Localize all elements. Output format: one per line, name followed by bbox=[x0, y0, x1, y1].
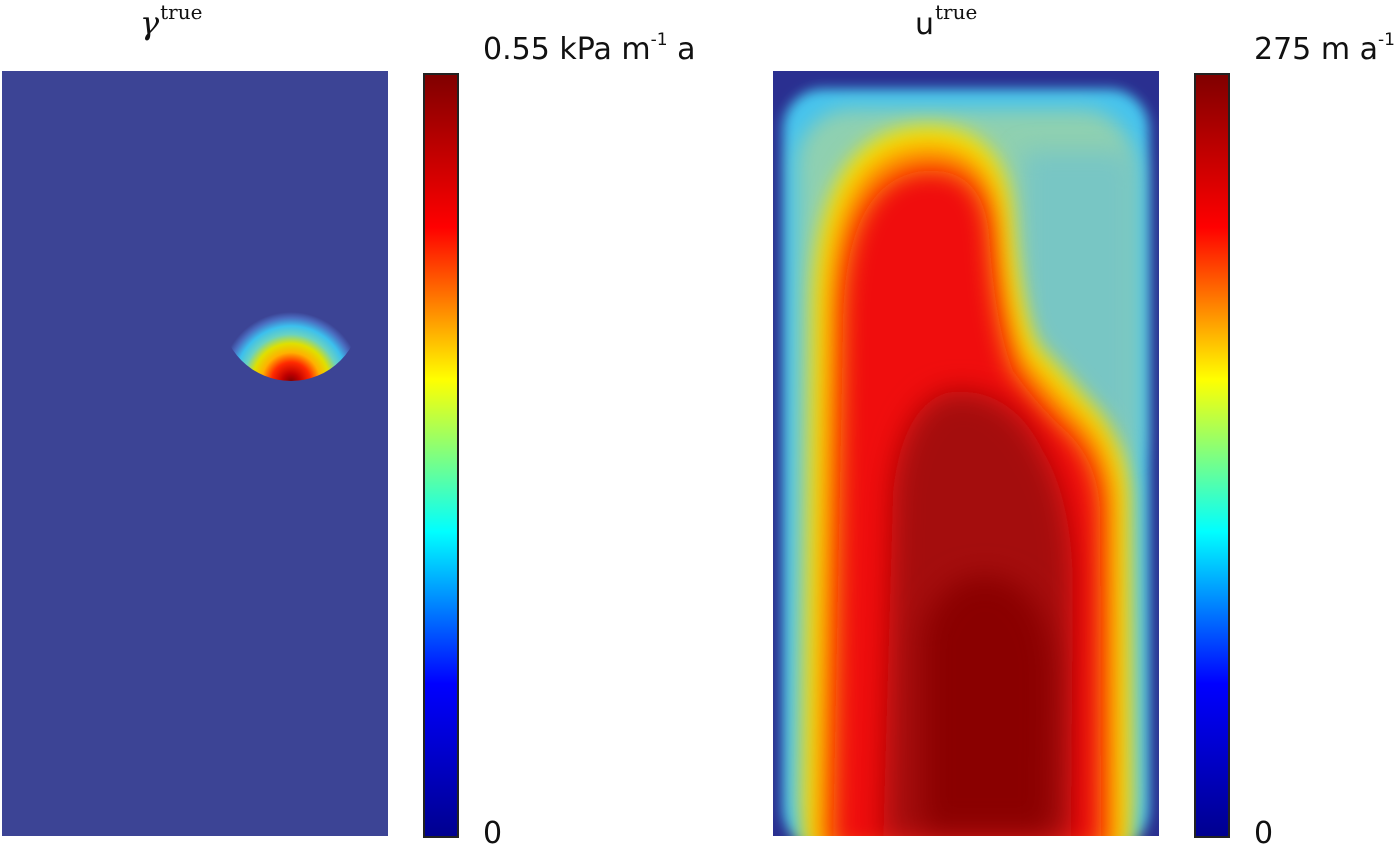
gamma-peak-bump bbox=[221, 241, 361, 381]
gamma-title: γtrue bbox=[140, 0, 202, 42]
gamma-colorbar-max-unit-b: a bbox=[677, 32, 696, 67]
velocity-title-sup: true bbox=[935, 0, 978, 24]
gamma-field-plot bbox=[2, 71, 388, 836]
velocity-colorbar-max-label: 275 m a-1 bbox=[1254, 30, 1395, 67]
gamma-colorbar-max-unit-sup: -1 bbox=[650, 30, 668, 50]
velocity-colorbar-max-unit-a: m a bbox=[1320, 32, 1378, 67]
velocity-field-plot bbox=[773, 71, 1159, 836]
velocity-field-svg bbox=[773, 71, 1159, 836]
gamma-title-symbol: γ bbox=[140, 4, 160, 42]
gamma-colorbar-max-value: 0.55 bbox=[483, 32, 550, 67]
velocity-colorbar bbox=[1194, 73, 1230, 838]
velocity-colorbar-min-label: 0 bbox=[1254, 816, 1274, 851]
gamma-colorbar-max-unit-a: kPa m bbox=[559, 32, 651, 67]
gamma-field-svg bbox=[2, 71, 388, 836]
gamma-colorbar-min-label: 0 bbox=[483, 816, 503, 851]
gamma-colorbar-max-label: 0.55 kPa m-1 a bbox=[483, 30, 696, 67]
velocity-max-core bbox=[923, 575, 1053, 831]
gamma-background bbox=[2, 71, 388, 836]
velocity-colorbar-max-value: 275 bbox=[1254, 32, 1312, 67]
velocity-title: utrue bbox=[915, 0, 977, 42]
velocity-title-symbol: u bbox=[915, 7, 935, 42]
gamma-title-sup: true bbox=[160, 0, 203, 24]
gamma-colorbar bbox=[423, 73, 459, 838]
velocity-colorbar-max-unit-sup: -1 bbox=[1377, 30, 1395, 50]
